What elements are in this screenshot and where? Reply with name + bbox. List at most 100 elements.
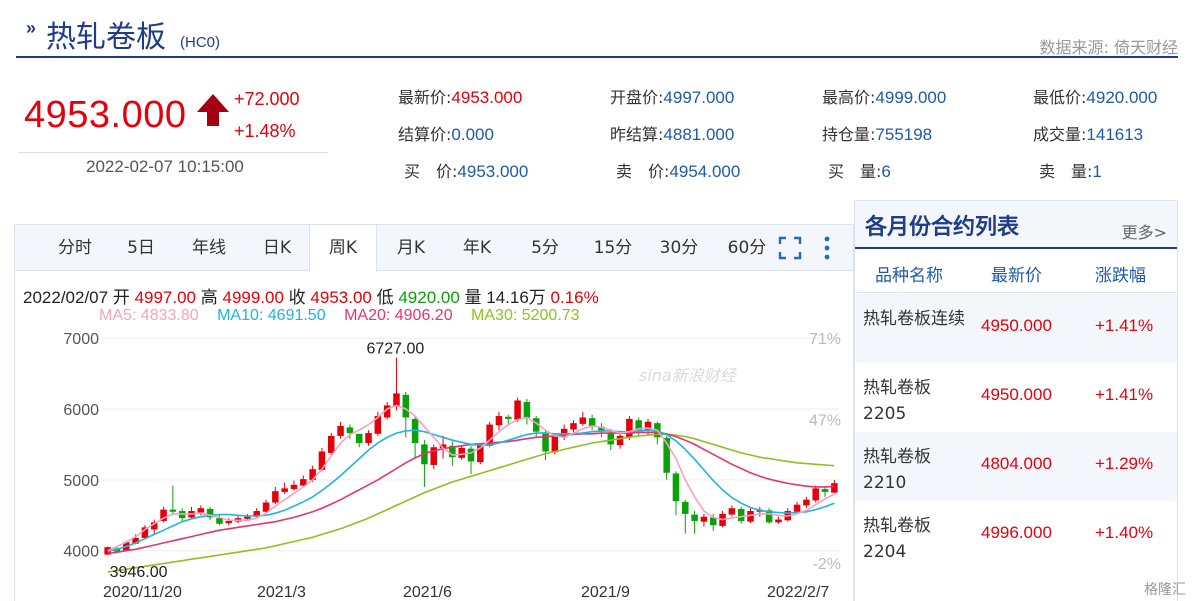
tab-weekly-k[interactable]: 周K (309, 225, 377, 272)
x-tick-label: 2021/3 (257, 584, 306, 601)
info-date: 2022/02/07 (23, 288, 109, 307)
tab-15min[interactable]: 15分 (593, 238, 633, 258)
candle-body (775, 519, 782, 523)
quote-label: 卖 价: (616, 162, 670, 181)
candle-body (514, 400, 521, 420)
candle-body (327, 435, 335, 453)
title-bar: » 热轧卷板 (HC0) 数据来源: 倚天财经 (16, 4, 1178, 58)
quote-open: 开盘价:4997.000 (610, 84, 734, 108)
quote-value: 6 (881, 162, 891, 181)
quote-value: 4953.000 (451, 88, 523, 107)
candle-body (486, 424, 493, 446)
chart-panel: 分时 5日 年线 日K 周K 月K 年K 5分 15分 30分 60分 2022… (14, 224, 854, 601)
candle-body (793, 504, 801, 512)
more-vertical-icon[interactable] (817, 235, 837, 261)
tab-60min[interactable]: 60分 (727, 238, 767, 258)
quote-value: 4953.000 (457, 162, 529, 181)
info-open-label: 开 (112, 288, 130, 307)
quote-value: 4999.000 (875, 88, 947, 107)
candle-body (290, 484, 298, 490)
quote-value: 0.000 (451, 125, 494, 144)
quote-label: 昨结算: (610, 125, 664, 144)
candle-body (505, 416, 512, 419)
tab-5day[interactable]: 5日 (127, 238, 155, 258)
right-pct-label: 71% (809, 331, 841, 348)
double-chevron-icon: » (26, 18, 37, 38)
tab-monthly-k[interactable]: 月K (396, 238, 426, 258)
info-low: 4920.00 (398, 288, 460, 307)
x-tick-label: 2021/9 (581, 584, 630, 601)
table-row[interactable]: 热轧卷板2210 4804.000 +1.29% (855, 432, 1177, 501)
y-tick-label: 4000 (63, 544, 99, 561)
contract-name[interactable]: 热轧卷板2204 (863, 516, 931, 562)
info-volume: 14.16万 (486, 288, 546, 307)
kline-chart[interactable]: sina新浪财经 7000 6000 5000 4000 71% 47% -2% 6727.00… (15, 325, 853, 601)
candle-body (337, 425, 344, 436)
candle-body (598, 426, 605, 432)
tab-yearly-k[interactable]: 年K (462, 238, 492, 258)
candle-body (253, 511, 260, 517)
candle-body (691, 514, 698, 521)
site-watermark: 格隆汇 (1144, 582, 1186, 598)
candle-body (579, 417, 587, 424)
page-title: 热轧卷板 (46, 20, 166, 55)
tab-intraday[interactable]: 分时 (58, 238, 92, 258)
contract-change: +1.41% (1095, 316, 1154, 335)
candle-body (663, 438, 670, 473)
candle-body (812, 488, 819, 501)
contract-name[interactable]: 热轧卷板2205 (863, 378, 931, 424)
quote-timestamp: 2022-02-07 10:15:00 (86, 157, 244, 176)
max-price-label: 6727.00 (366, 340, 424, 357)
candle-body (281, 488, 288, 492)
tab-5min[interactable]: 5分 (531, 238, 559, 258)
info-low-label: 低 (376, 288, 394, 307)
candle-body (244, 516, 251, 519)
info-high: 4999.00 (222, 288, 284, 307)
quote-bid: 买 价:4953.000 (404, 158, 528, 182)
candle-body (262, 502, 270, 512)
contract-name[interactable]: 热轧卷板连续 (863, 309, 965, 329)
quote-value: 4881.000 (663, 125, 735, 144)
quote-latest: 最新价:4953.000 (398, 84, 522, 108)
candle-body (225, 520, 233, 524)
candle-body (169, 509, 177, 512)
contract-name[interactable]: 热轧卷板2210 (863, 447, 931, 493)
quote-value: 755198 (875, 125, 933, 144)
candle-body (803, 499, 810, 506)
candle-body (206, 508, 214, 518)
ohlc-info-line: 2022/02/07 开 4997.00 高 4999.00 收 4953.00… (23, 283, 599, 308)
fullscreen-icon[interactable] (777, 235, 803, 261)
tab-daily-k[interactable]: 日K (262, 238, 292, 258)
quote-settle: 结算价:0.000 (398, 121, 494, 145)
tab-30min[interactable]: 30分 (659, 238, 699, 258)
quote-value: 141613 (1086, 125, 1144, 144)
quote-value: 4920.000 (1086, 88, 1158, 107)
candle-body (709, 517, 717, 526)
quote-value: 1 (1092, 162, 1102, 181)
info-open: 4997.00 (134, 288, 197, 307)
candle-body (477, 444, 484, 463)
candle-body (141, 527, 149, 538)
contract-price: 4804.000 (981, 454, 1052, 473)
candle-body (272, 491, 279, 503)
table-row[interactable]: 热轧卷板连续 4950.000 +1.41% (855, 294, 1177, 363)
contracts-column-headers: 品种名称 最新价 涨跌幅 (855, 249, 1177, 293)
more-link[interactable]: 更多> (1121, 223, 1167, 242)
candle-body (765, 510, 773, 523)
table-row[interactable]: 热轧卷板2205 4950.000 +1.41% (855, 363, 1177, 432)
tab-yearline[interactable]: 年线 (192, 238, 226, 258)
info-close: 4953.00 (310, 288, 372, 307)
candle-body (532, 418, 540, 432)
contract-change: +1.40% (1095, 523, 1154, 542)
candle-body (551, 435, 559, 453)
legend-ma20: MA20: 4906.20 (344, 307, 453, 324)
table-row[interactable]: 热轧卷板2204 4996.000 +1.40% (855, 501, 1177, 570)
candle-body (430, 447, 437, 465)
y-tick-label: 5000 (63, 473, 99, 490)
candle-body (616, 435, 624, 446)
contract-change: +1.29% (1095, 454, 1154, 473)
candle-body (318, 451, 326, 470)
quote-label: 开盘价: (610, 88, 664, 107)
y-tick-label: 6000 (63, 402, 99, 419)
quote-prev-settle: 昨结算:4881.000 (610, 121, 734, 145)
